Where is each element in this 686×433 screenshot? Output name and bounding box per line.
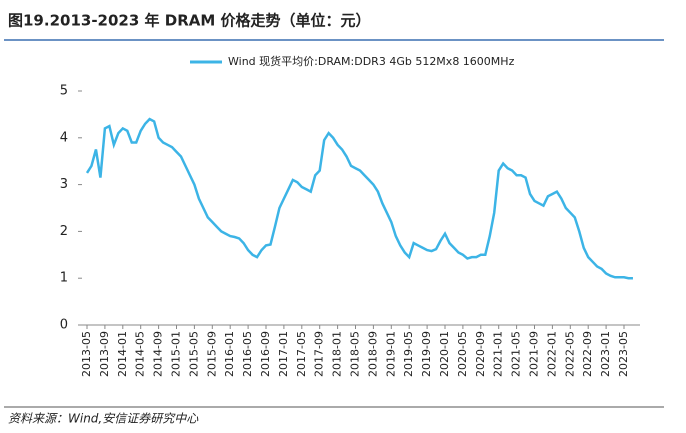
x-tick-label: 2019-05 [402,331,415,377]
x-tick-label: 2020-09 [474,331,487,377]
x-tick-label: 2014-09 [152,331,165,377]
legend-label: Wind 现货平均价:DRAM:DDR3 4Gb 512Mx8 1600MHz [228,54,515,68]
x-tick-label: 2018-05 [349,331,362,377]
x-tick-label: 2023-01 [599,331,612,377]
x-tick-label: 2017-05 [295,331,308,377]
x-tick-label: 2019-09 [420,331,433,377]
x-tick-label: 2019-01 [384,331,397,377]
x-tick-label: 2018-09 [366,331,379,377]
y-tick-label: 4 [60,130,68,145]
x-tick-label: 2014-01 [116,331,129,377]
x-tick-label: 2023-05 [617,331,630,377]
y-tick-label: 3 [60,177,68,192]
chart-title: 图19.2013-2023 年 DRAM 价格走势（单位：元） [8,12,371,30]
x-tick-label: 2021-01 [492,331,505,377]
x-tick-label: 2018-01 [331,331,344,377]
x-tick-label: 2021-05 [510,331,523,377]
x-tick-label: 2014-05 [134,331,147,377]
x-tick-label: 2022-05 [563,331,576,377]
x-tick-label: 2022-09 [581,331,594,377]
x-tick-label: 2017-09 [313,331,326,377]
x-tick-label: 2020-05 [456,331,469,377]
line-series [85,117,633,280]
x-tick-label: 2017-01 [277,331,290,377]
y-tick-label: 2 [60,224,68,239]
x-tick-label: 2015-09 [205,331,218,377]
x-tick-label: 2015-01 [170,331,183,377]
x-tick-label: 2013-09 [98,331,111,377]
x-tick-label: 2022-01 [545,331,558,377]
x-tick-label: 2016-09 [259,331,272,377]
y-tick-label: 5 [60,84,68,99]
x-tick-label: 2016-05 [241,331,254,377]
x-tick-label: 2020-01 [438,331,451,377]
source-note: 资料来源：Wind,安信证券研究中心 [8,412,199,426]
x-tick-label: 2013-05 [80,331,93,377]
x-tick-label: 2016-01 [223,331,236,377]
y-tick-label: 1 [60,271,68,286]
y-tick-label: 0 [60,318,68,333]
x-tick-label: 2015-05 [187,331,200,377]
x-tick-label: 2021-09 [528,331,541,377]
